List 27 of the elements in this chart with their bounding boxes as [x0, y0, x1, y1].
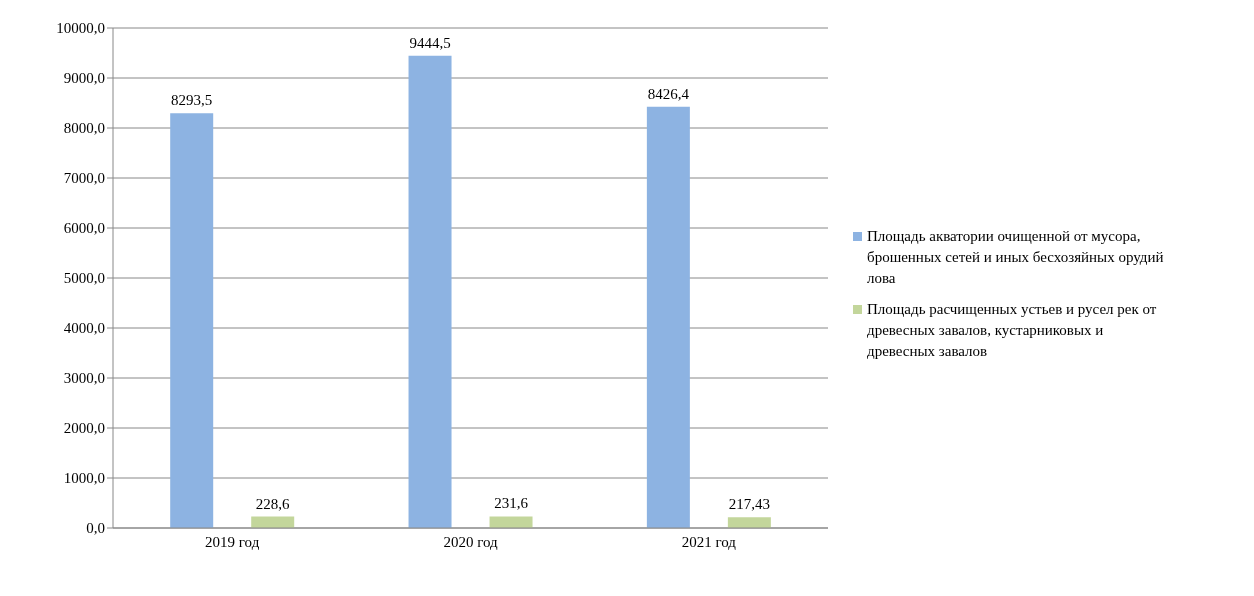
y-tick-label: 2000,0	[63, 420, 105, 437]
data-label: 8293,5	[171, 92, 213, 109]
y-tick-label: 4000,0	[63, 320, 105, 337]
bar	[170, 113, 214, 528]
y-tick-label: 5000,0	[63, 270, 105, 287]
bar	[489, 516, 533, 528]
y-tick-label: 1000,0	[63, 470, 105, 487]
x-tick-label: 2019 год	[205, 533, 260, 550]
data-label: 8426,4	[647, 85, 690, 102]
y-tick-label: 10000,0	[56, 20, 105, 37]
y-tick-label: 0,0	[86, 520, 105, 537]
bar	[727, 517, 771, 528]
y-tick-label: 6000,0	[63, 220, 105, 237]
bar	[408, 55, 452, 528]
y-tick-label: 8000,0	[63, 120, 105, 137]
bar	[646, 106, 690, 528]
legend-label: Площадь расчищенных устьев и русел рек от древесных завалов, кустарниковых и древесных завалов	[867, 300, 1158, 361]
x-tick-label: 2020 год	[443, 533, 498, 550]
data-label: 217,43	[728, 496, 770, 513]
y-tick-label: 7000,0	[63, 170, 105, 187]
legend-label: Площадь акватории очищенной от мусора, брошенных сетей и иных бесхозяйных орудий лова	[867, 227, 1165, 288]
y-tick-label: 9000,0	[63, 70, 105, 87]
data-label: 228,6	[255, 495, 291, 512]
data-label: 231,6	[494, 495, 529, 512]
x-tick-label: 2021 год	[681, 533, 737, 550]
data-label: 9444,5	[409, 34, 451, 51]
y-tick-label: 3000,0	[63, 370, 105, 387]
